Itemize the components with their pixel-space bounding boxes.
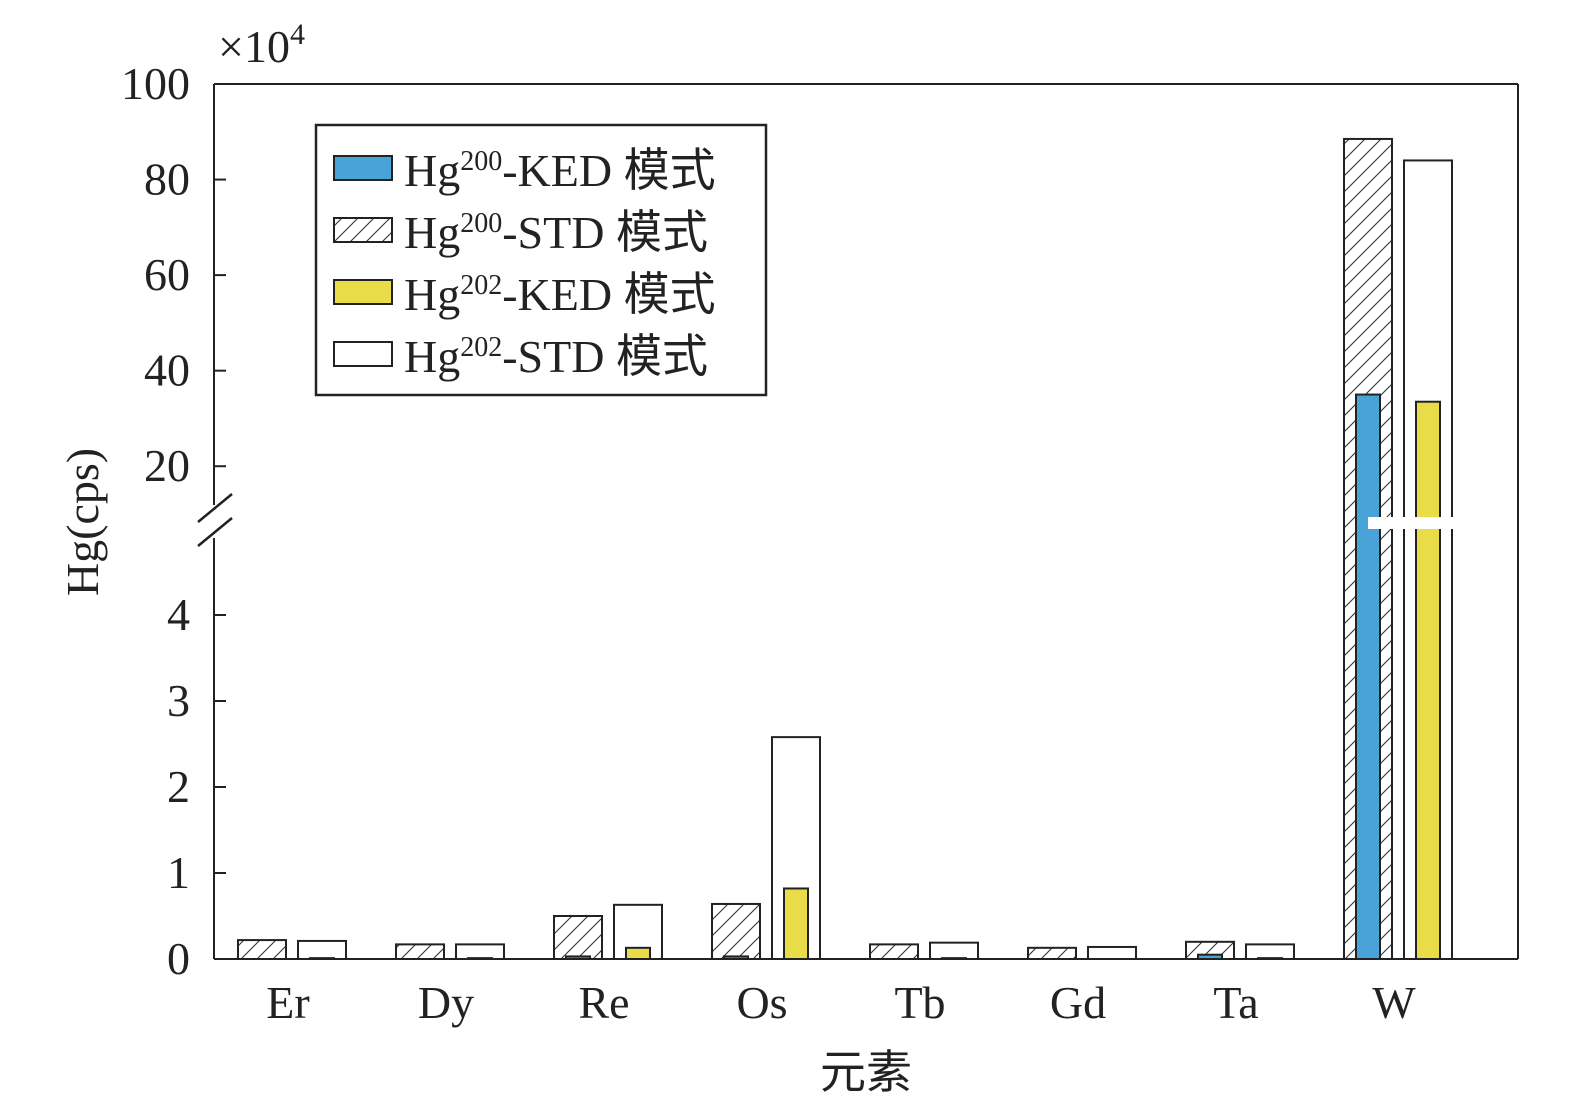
legend-label: Hg202-KED 模式 (404, 269, 716, 320)
x-tick-label: Er (266, 977, 309, 1028)
y-tick-label: 80 (144, 154, 190, 205)
y-tick-label: 0 (167, 933, 190, 984)
bar-w-series-3 (1415, 400, 1441, 960)
x-axis-title: 元素 (820, 1047, 912, 1098)
bar-tb-series-4 (929, 941, 979, 960)
bar-dy-series-2 (395, 943, 445, 961)
y-axis-title: Hg(cps) (57, 448, 108, 596)
y-tick-label: 4 (167, 589, 190, 640)
x-tick-label: Dy (418, 977, 474, 1028)
bar-dy-series-4 (455, 943, 505, 961)
bar-break-gap (1368, 517, 1480, 529)
x-tick-label: Gd (1050, 977, 1106, 1028)
bar-tb-series-2 (869, 943, 919, 961)
x-tick-label: Ta (1213, 977, 1258, 1028)
bar-os-series-2 (711, 902, 761, 961)
bars-group (237, 137, 1453, 961)
legend: Hg200-KED 模式 Hg200-STD 模式 Hg202-KED 模式 Hg20… (314, 123, 768, 397)
bar-os-series-3 (783, 887, 809, 960)
y-tick-label: 3 (167, 675, 190, 726)
y-tick-label: 2 (167, 761, 190, 812)
legend-swatch (333, 279, 393, 305)
legend-swatch (333, 155, 393, 181)
y-tick-label: 20 (144, 440, 190, 491)
bar-ta-series-4 (1245, 943, 1295, 961)
bar-w-series-1 (1355, 393, 1381, 960)
y-axis-break-mark (196, 493, 236, 547)
legend-swatch (333, 217, 393, 243)
y-tick-label: 1 (167, 847, 190, 898)
y-tick-label: 40 (144, 345, 190, 396)
x-tick-label: W (1372, 977, 1416, 1028)
legend-label: Hg200-KED 模式 (404, 145, 716, 196)
legend-label: Hg200-STD 模式 (404, 207, 708, 258)
bar-re-series-2 (553, 915, 603, 960)
y-multiplier-label: ×104 (218, 18, 305, 72)
bar-gd-series-4 (1087, 945, 1137, 961)
y-tick-label: 100 (121, 58, 190, 109)
bar-er-series-4 (297, 939, 347, 961)
bar-gd-series-2 (1027, 946, 1077, 961)
x-tick-label: Re (578, 977, 629, 1028)
y-tick-label: 60 (144, 249, 190, 300)
legend-swatch (333, 341, 393, 367)
y-ticks-group: 0 1 2 3 4 20 40 60 80 100 (121, 58, 226, 984)
legend-label: Hg202-STD 模式 (404, 331, 708, 382)
x-labels-group: Er Dy Re Os Tb Gd Ta W (266, 977, 1416, 1028)
bar-er-series-2 (237, 939, 287, 961)
x-tick-label: Tb (894, 977, 945, 1028)
bar-re-series-3 (625, 946, 651, 961)
x-tick-label: Os (736, 977, 787, 1028)
